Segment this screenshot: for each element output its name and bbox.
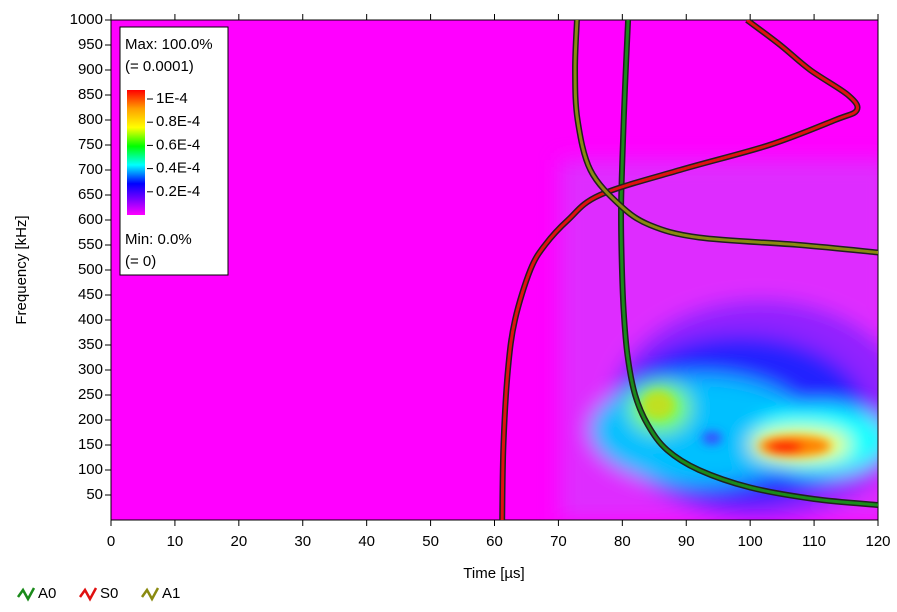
x-tick-label: 110 xyxy=(802,533,826,550)
colorbar-gradient xyxy=(127,90,145,215)
y-tick-label: 350 xyxy=(78,336,103,353)
x-tick-label: 60 xyxy=(486,533,503,550)
y-tick-label: 900 xyxy=(78,61,103,78)
colorbar-tick-label: 0.8E-4 xyxy=(156,113,200,130)
y-axis-label: Frequency [kHz] xyxy=(13,215,30,324)
y-tick-label: 200 xyxy=(78,411,103,428)
x-tick-label: 90 xyxy=(678,533,695,550)
y-tick-label: 450 xyxy=(78,286,103,303)
legend-icon xyxy=(140,587,160,602)
colorbar-tick-label: 0.4E-4 xyxy=(156,160,200,177)
legend-icon xyxy=(16,587,36,602)
colorbar-min: Min: 0.0% xyxy=(125,231,192,248)
heatmap xyxy=(111,20,878,520)
colorbar-min-value: (= 0) xyxy=(125,253,156,270)
y-tick-label: 600 xyxy=(78,211,103,228)
legend-icon xyxy=(78,587,98,602)
colorbar-max: Max: 100.0% xyxy=(125,36,213,53)
colorbar: Max: 100.0% (= 0.0001) Min: 0.0% (= 0) xyxy=(119,26,229,276)
curve xyxy=(500,20,860,520)
curve xyxy=(573,20,878,254)
y-tick-label: 750 xyxy=(78,136,103,153)
x-tick-label: 100 xyxy=(738,533,763,550)
x-tick-label: 20 xyxy=(230,533,247,550)
x-tick-label: 0 xyxy=(107,533,115,550)
y-tick-label: 50 xyxy=(86,486,103,503)
y-tick-label: 700 xyxy=(78,161,103,178)
x-tick-label: 80 xyxy=(614,533,631,550)
y-tick-label: 650 xyxy=(78,186,103,203)
colorbar-max-value: (= 0.0001) xyxy=(125,58,194,75)
colorbar-tick-label: 0.6E-4 xyxy=(156,136,200,153)
curve xyxy=(619,20,878,507)
y-tick-label: 400 xyxy=(78,311,103,328)
colorbar-tick-label: 1E-4 xyxy=(156,90,188,107)
x-tick-label: 50 xyxy=(422,533,439,550)
y-tick-label: 150 xyxy=(78,436,103,453)
x-tick-label: 10 xyxy=(167,533,184,550)
legend-label: S0 xyxy=(100,585,118,602)
x-tick-label: 40 xyxy=(358,533,375,550)
x-tick-label: 120 xyxy=(865,533,890,550)
y-tick-label: 250 xyxy=(78,386,103,403)
legend-label: A1 xyxy=(162,585,180,602)
x-axis-label: Time [µs] xyxy=(463,565,524,582)
curves-clip xyxy=(499,20,878,520)
y-tick-label: 1000 xyxy=(70,11,103,28)
x-tick-label: 70 xyxy=(550,533,567,550)
y-tick-label: 100 xyxy=(78,461,103,478)
x-tick-label: 30 xyxy=(294,533,311,550)
y-tick-label: 550 xyxy=(78,236,103,253)
y-tick-label: 300 xyxy=(78,361,103,378)
legend-label: A0 xyxy=(38,585,56,602)
y-tick-label: 850 xyxy=(78,86,103,103)
y-tick-label: 500 xyxy=(78,261,103,278)
colorbar-tick-label: 0.2E-4 xyxy=(156,183,200,200)
y-tick-label: 950 xyxy=(78,36,103,53)
y-tick-label: 800 xyxy=(78,111,103,128)
